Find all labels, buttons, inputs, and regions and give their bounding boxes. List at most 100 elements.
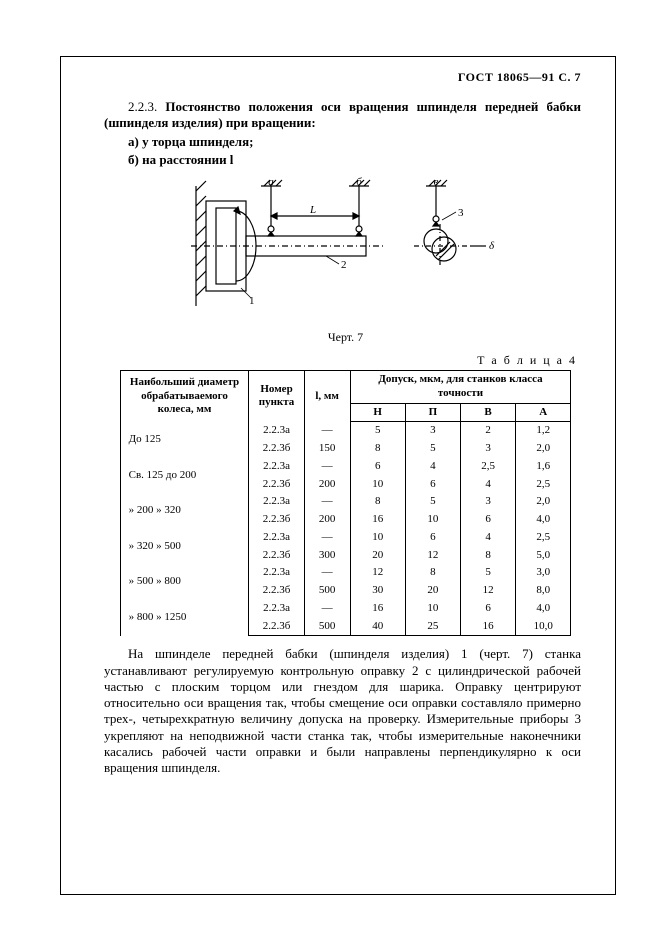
cell-value: 2.2.3а [249,422,304,440]
cell-value: 2 [460,422,515,440]
cell-value: 1,6 [516,458,571,476]
cell-value: 6 [405,529,460,547]
cell-value: 2.2.3а [249,529,304,547]
sub-item-a: а) у торца шпинделя; [128,134,581,150]
cell-range: До 125 [120,422,249,458]
cell-value: 12 [460,582,515,600]
cell-value: 30 [350,582,405,600]
cell-value: 10 [405,600,460,618]
cell-value: 2,5 [516,476,571,494]
cell-value: 2.2.3б [249,476,304,494]
body-paragraph: На шпинделе передней бабки (шпинделя изд… [104,646,581,776]
table-row: » 500 » 8002.2.3а—12853,0 [120,564,571,582]
cell-value: 8,0 [516,582,571,600]
cell-value: 500 [304,582,350,600]
cell-value: 25 [405,618,460,636]
cell-value: 16 [350,600,405,618]
svg-text:2: 2 [341,259,347,271]
section-title-text: Постоянство положения оси вращения шпинд… [104,99,581,130]
section-title: 2.2.3. Постоянство положения оси вращени… [104,99,581,132]
th-diameter: Наибольший диаметр обрабатываемого колес… [120,371,249,422]
cell-value: 200 [304,476,350,494]
figure-caption: Черт. 7 [100,330,591,345]
cell-value: 10 [350,476,405,494]
cell-range: » 800 » 1250 [120,600,249,636]
section-number: 2.2.3. [128,99,157,114]
page-header: ГОСТ 18065—91 С. 7 [100,70,581,85]
cell-value: 2,5 [516,529,571,547]
cell-value: 16 [460,618,515,636]
cell-value: 12 [350,564,405,582]
th-H: Н [350,403,405,422]
th-P: П [405,403,460,422]
th-l: l, мм [304,371,350,422]
cell-value: 5 [350,422,405,440]
cell-value: — [304,529,350,547]
cell-value: 3 [405,422,460,440]
cell-value: — [304,600,350,618]
cell-value: 8 [405,564,460,582]
sub-b-text: б) на расстоянии l [128,152,233,167]
cell-value: 5 [405,440,460,458]
cell-value: 6 [460,511,515,529]
cell-value: 12 [405,547,460,565]
svg-text:а: а [268,176,274,188]
cell-value: — [304,422,350,440]
cell-value: 4,0 [516,600,571,618]
cell-value: 8 [350,440,405,458]
cell-value: 4 [460,476,515,494]
cell-value: 6 [350,458,405,476]
cell-value: 2.2.3б [249,511,304,529]
table-row: » 800 » 12502.2.3а—161064,0 [120,600,571,618]
cell-value: 2.2.3б [249,618,304,636]
cell-range: » 500 » 800 [120,564,249,600]
cell-range: » 320 » 500 [120,529,249,565]
cell-value: 1,2 [516,422,571,440]
cell-value: 10 [350,529,405,547]
cell-value: — [304,493,350,511]
cell-value: 2.2.3а [249,493,304,511]
cell-value: 10,0 [516,618,571,636]
cell-value: 5,0 [516,547,571,565]
cell-value: 4,0 [516,511,571,529]
th-A: А [516,403,571,422]
cell-value: 500 [304,618,350,636]
technical-drawing: а б в L 1 2 3 δ [186,176,506,326]
cell-value: 2,0 [516,440,571,458]
cell-value: 3,0 [516,564,571,582]
tolerance-table: Наибольший диаметр обрабатываемого колес… [120,370,572,636]
cell-value: 8 [350,493,405,511]
cell-value: 2.2.3а [249,600,304,618]
svg-text:в: в [433,176,438,188]
cell-range: » 200 » 320 [120,493,249,529]
table-row: » 320 » 5002.2.3а—10642,5 [120,529,571,547]
cell-value: 4 [460,529,515,547]
cell-value: 2.2.3б [249,440,304,458]
cell-value: 5 [460,564,515,582]
cell-value: 2.2.3б [249,547,304,565]
cell-value: 4 [405,458,460,476]
cell-value: 40 [350,618,405,636]
cell-value: 200 [304,511,350,529]
th-point: Номер пункта [249,371,304,422]
cell-value: 2.2.3б [249,582,304,600]
cell-value: 5 [405,493,460,511]
cell-value: 150 [304,440,350,458]
svg-text:L: L [308,204,315,216]
table-row: До 1252.2.3а—5321,2 [120,422,571,440]
th-V: В [460,403,515,422]
cell-value: 6 [460,600,515,618]
cell-value: 2.2.3а [249,564,304,582]
cell-value: 2.2.3а [249,458,304,476]
th-tolerance-span: Допуск, мкм, для станков класса точности [350,371,571,404]
svg-text:б: б [356,176,362,188]
cell-value: 300 [304,547,350,565]
cell-value: 2,5 [460,458,515,476]
cell-value: 3 [460,440,515,458]
cell-value: 3 [460,493,515,511]
table-title: Т а б л и ц а 4 [100,353,577,368]
cell-value: 20 [405,582,460,600]
svg-text:3: 3 [458,207,464,219]
cell-value: 2,0 [516,493,571,511]
sub-a-text: а) у торца шпинделя; [128,134,253,149]
